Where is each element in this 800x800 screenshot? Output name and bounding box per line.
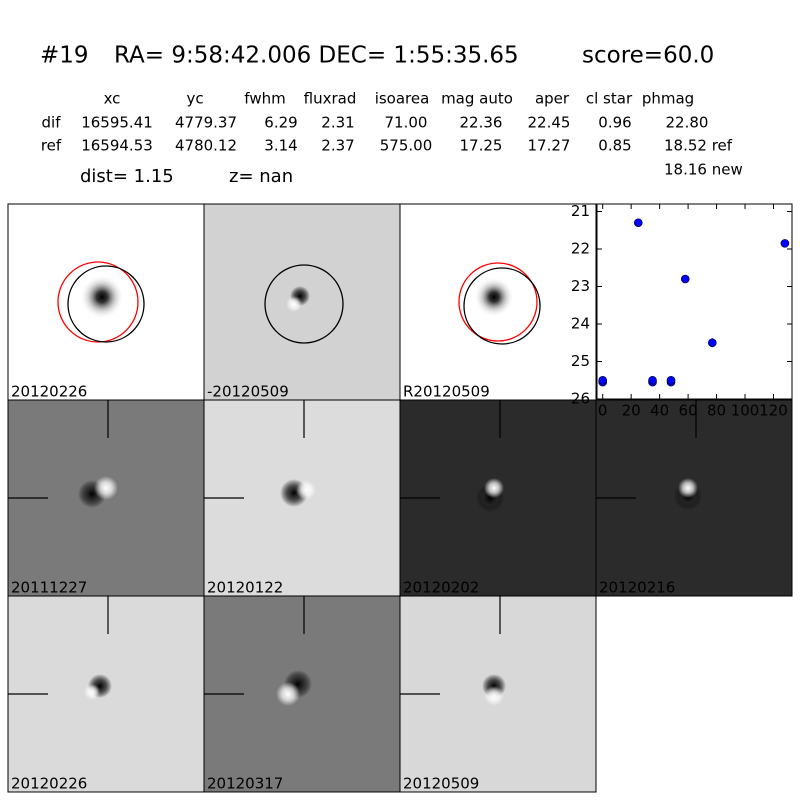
source-blob bbox=[286, 296, 302, 312]
column-header: xc bbox=[104, 90, 121, 108]
source-blob bbox=[474, 277, 514, 317]
data-point bbox=[633, 218, 643, 228]
table-cell: 6.29 bbox=[264, 114, 297, 132]
x-tick-label: 80 bbox=[707, 402, 726, 420]
coordinates: RA= 9:58:42.006 DEC= 1:55:35.65 bbox=[114, 43, 519, 69]
table-cell: 22.45 bbox=[528, 114, 571, 132]
source-blob bbox=[484, 686, 504, 706]
table-cell: 16594.53 bbox=[81, 137, 153, 155]
column-header: cl star bbox=[586, 90, 633, 108]
source-blob bbox=[484, 478, 504, 498]
x-tick-label: 60 bbox=[679, 402, 698, 420]
image-panel: -20120509 bbox=[203, 203, 401, 401]
x-tick-label: 100 bbox=[731, 402, 760, 420]
table-cell: 4780.12 bbox=[175, 137, 237, 155]
table-cell: 4779.37 bbox=[175, 114, 237, 132]
source-blob bbox=[94, 476, 118, 500]
table-cell: 17.27 bbox=[528, 137, 571, 155]
panel-frame bbox=[595, 399, 793, 597]
panel-label: 20120226 bbox=[11, 383, 87, 401]
table-cell: 575.00 bbox=[380, 137, 433, 155]
z: z= nan bbox=[229, 166, 293, 187]
source-blob bbox=[296, 480, 316, 500]
table-cell: 22.80 bbox=[666, 114, 709, 132]
score: score=60.0 bbox=[582, 43, 714, 69]
column-header: fluxrad bbox=[304, 90, 357, 108]
panel-frame bbox=[399, 595, 597, 793]
panel-label: R20120509 bbox=[403, 383, 490, 401]
image-panel: 20120509 bbox=[399, 595, 597, 793]
source-blob bbox=[80, 275, 124, 319]
y-tick-label: 26 bbox=[571, 390, 590, 408]
aperture-circle bbox=[264, 264, 344, 344]
aperture-circle bbox=[57, 261, 139, 343]
table-cell: 3.14 bbox=[264, 137, 297, 155]
image-panel: 20120226 bbox=[7, 203, 205, 401]
image-panel: 20120216 bbox=[595, 399, 793, 597]
table-cell: 2.31 bbox=[321, 114, 354, 132]
y-tick-label: 24 bbox=[571, 315, 590, 333]
x-tick-label: 40 bbox=[650, 402, 669, 420]
table-cell: 0.85 bbox=[598, 137, 631, 155]
table-cell: 17.25 bbox=[460, 137, 503, 155]
data-point bbox=[666, 375, 676, 385]
panel-label: 20120317 bbox=[207, 775, 283, 793]
aperture-circle bbox=[67, 265, 145, 343]
panel-label: 20120122 bbox=[207, 579, 283, 597]
table-cell: 18.52 ref bbox=[664, 137, 733, 155]
y-tick-label: 25 bbox=[571, 352, 590, 370]
x-tick-label: 20 bbox=[622, 402, 641, 420]
image-panel: 20120122 bbox=[203, 399, 401, 597]
panel-label: 20120226 bbox=[11, 775, 87, 793]
table-cell: 0.96 bbox=[598, 114, 631, 132]
panel-label: 20111227 bbox=[11, 579, 87, 597]
candidate-id: #19 bbox=[40, 43, 89, 69]
source-blob bbox=[276, 682, 300, 706]
panel-label: -20120509 bbox=[207, 383, 289, 401]
phmag-new: 18.16 new bbox=[664, 161, 743, 179]
image-panel: 20120226 bbox=[7, 595, 205, 793]
aperture-circle bbox=[458, 262, 538, 342]
row-label: dif bbox=[42, 114, 62, 132]
column-header: phmag bbox=[642, 90, 694, 108]
x-tick-label: 0 bbox=[598, 402, 608, 420]
table-cell: 16595.41 bbox=[81, 114, 153, 132]
panel-label: 20120202 bbox=[403, 579, 479, 597]
source-blob bbox=[678, 478, 698, 498]
row-label: ref bbox=[41, 137, 62, 155]
data-point bbox=[598, 375, 607, 385]
panel-label: 20120509 bbox=[403, 775, 479, 793]
panel-label: 20120216 bbox=[599, 579, 675, 597]
column-header: fwhm bbox=[244, 90, 285, 108]
plot-area bbox=[596, 203, 793, 400]
image-panel: 20111227 bbox=[7, 399, 205, 597]
data-point bbox=[680, 274, 690, 284]
aperture-circle bbox=[463, 267, 541, 345]
source-blob bbox=[84, 684, 100, 700]
image-panel: R20120509 bbox=[399, 203, 597, 401]
column-header: yc bbox=[186, 90, 203, 108]
table-cell: 22.36 bbox=[460, 114, 503, 132]
data-point bbox=[780, 239, 790, 248]
column-header: aper bbox=[535, 90, 570, 108]
dist: dist= 1.15 bbox=[80, 166, 174, 187]
image-panel: 20120202 bbox=[399, 399, 597, 597]
column-header: mag auto bbox=[441, 90, 513, 108]
data-point bbox=[707, 338, 717, 348]
image-panel: 20120317 bbox=[203, 595, 401, 793]
y-tick-label: 23 bbox=[571, 277, 590, 295]
table-cell: 71.00 bbox=[385, 114, 428, 132]
y-tick-label: 21 bbox=[571, 202, 590, 220]
column-header: isoarea bbox=[375, 90, 430, 108]
data-point bbox=[648, 375, 657, 385]
x-tick-label: 120 bbox=[759, 402, 788, 420]
y-tick-label: 22 bbox=[571, 240, 590, 258]
table-cell: 2.37 bbox=[321, 137, 354, 155]
